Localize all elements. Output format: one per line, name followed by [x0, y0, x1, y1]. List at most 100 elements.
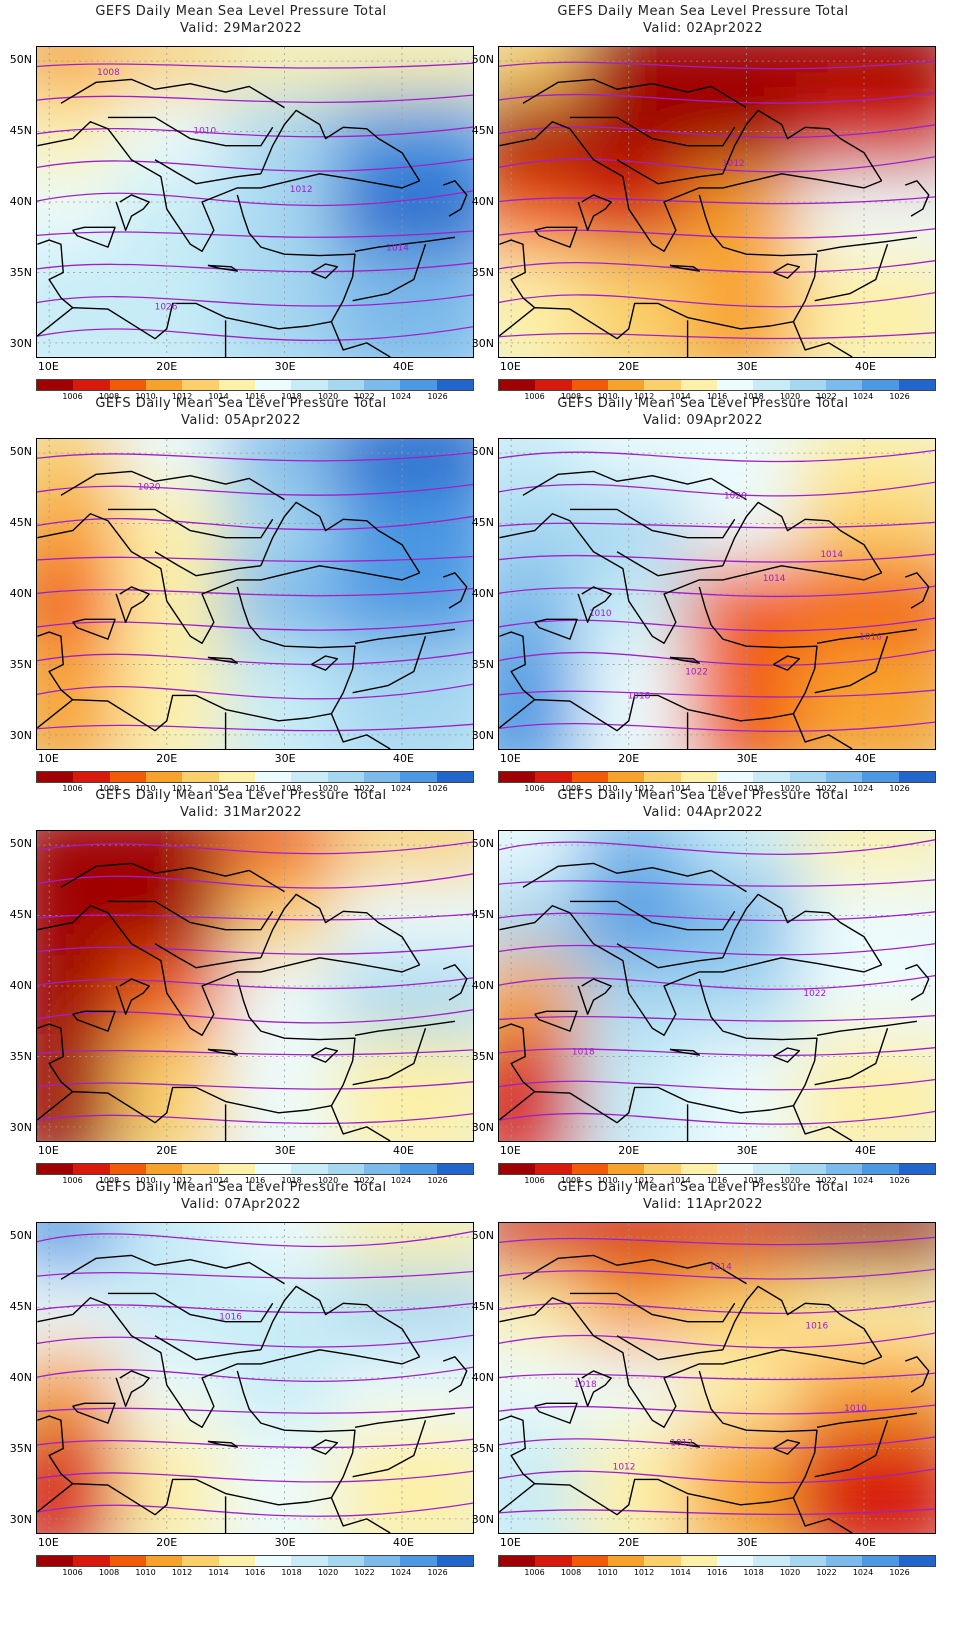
latitude-label: 35N	[471, 657, 494, 671]
latitude-label: 45N	[9, 908, 32, 922]
coastline-border	[499, 1415, 536, 1485]
isobar-label: 1022	[685, 667, 708, 677]
colorbar-swatch	[898, 380, 935, 390]
colorbar-swatch	[789, 380, 826, 390]
isobar-line	[499, 689, 935, 698]
latitude-label: 50N	[471, 445, 494, 459]
coastline-border	[207, 264, 239, 272]
isobar-line	[499, 617, 935, 632]
isobar-label: 1008	[97, 68, 120, 78]
colorbar-swatch	[499, 772, 536, 782]
longitude-label: 20E	[156, 1144, 178, 1157]
isobar-line	[37, 1230, 473, 1248]
coastline-border	[207, 1440, 239, 1448]
colorbar-swatch	[145, 1164, 183, 1174]
longitude-label: 30E	[736, 1536, 758, 1549]
latitude-label: 45N	[9, 1300, 32, 1314]
coastline-border	[442, 964, 468, 1001]
colorbar-swatch	[218, 772, 255, 782]
isobar-line	[37, 977, 473, 990]
isobar-line	[37, 1366, 473, 1383]
colorbar-swatch	[109, 1556, 146, 1566]
colorbar-tick-label: 1014	[670, 1176, 691, 1185]
isobar-line	[37, 1081, 473, 1090]
coastline-border	[814, 1028, 889, 1086]
coastline-border	[37, 1297, 420, 1428]
colorbar-swatch	[254, 1556, 292, 1566]
coastline-border	[37, 586, 356, 732]
colorbar-tick-label: 1024	[852, 1176, 874, 1185]
latitude-label: 45N	[471, 908, 494, 922]
isobar-line	[499, 1300, 935, 1314]
coastline-border	[499, 239, 536, 309]
colorbar-swatch	[363, 1556, 401, 1566]
map-panel: GEFS Daily Mean Sea Level Pressure Total…	[462, 1176, 944, 1586]
colorbar-labels: 1006 1008 1010 1012 1014 1016 1018 1020 1022 1024…	[36, 784, 474, 796]
colorbar-swatch	[37, 772, 74, 782]
colorbar-tick-label: 1018	[743, 1568, 764, 1577]
colorbar	[498, 379, 936, 391]
coastline-border	[37, 194, 356, 340]
coastline-border	[792, 321, 853, 357]
colorbar-swatch	[680, 1164, 717, 1174]
colorbar-tick-label: 1020	[779, 784, 801, 793]
colorbar-tick-label: 1024	[852, 1568, 874, 1577]
colorbar-tick-label: 1020	[779, 392, 801, 401]
isobar-line	[37, 294, 473, 307]
coastline-border	[816, 628, 918, 644]
isobar-label: 1014	[820, 550, 843, 560]
longitude-label: 10E	[499, 360, 521, 373]
colorbar-swatch	[37, 1164, 74, 1174]
colorbar-tick-label: 1026	[427, 1568, 448, 1577]
longitude-label: 20E	[156, 360, 178, 373]
isobar-line	[499, 124, 935, 139]
colorbar-swatch	[109, 1164, 146, 1174]
coastline-border	[154, 943, 261, 969]
colorbar-swatch	[73, 1164, 110, 1174]
coastline-border	[60, 862, 285, 893]
isobar-label: 1014	[763, 574, 786, 584]
colorbar-swatch	[499, 380, 536, 390]
colorbar-swatch	[535, 1164, 572, 1174]
coastline-border	[722, 1285, 883, 1358]
colorbar-tick-label: 1008	[98, 784, 120, 793]
colorbar-swatch	[825, 1164, 863, 1174]
isobar-line	[37, 94, 473, 104]
latitude-label: 45N	[471, 124, 494, 138]
coastline-border	[577, 586, 612, 623]
coastline-border	[722, 501, 883, 574]
coastline-border	[816, 236, 918, 252]
colorbar-swatch	[825, 380, 863, 390]
colorbar-swatch	[607, 772, 645, 782]
colorbar-swatch	[400, 380, 437, 390]
colorbar-swatch	[898, 1164, 935, 1174]
colorbar-swatch	[400, 1164, 437, 1174]
latitude-label: 35N	[471, 1441, 494, 1455]
panel-title: GEFS Daily Mean Sea Level Pressure Total	[557, 396, 849, 411]
colorbar-tick-label: 1010	[597, 392, 618, 401]
latitude-label: 50N	[9, 445, 32, 459]
colorbar-swatch	[109, 772, 146, 782]
colorbar-tick-label: 1008	[98, 1568, 120, 1577]
isobar-line	[37, 1406, 473, 1414]
latitude-label: 50N	[471, 837, 494, 851]
isobar-line	[499, 585, 935, 598]
colorbar-tick-label: 1026	[889, 1568, 910, 1577]
coastline-border	[72, 1402, 116, 1424]
longitude-label: 10E	[37, 360, 59, 373]
colorbar-tick-label: 1024	[390, 784, 412, 793]
colorbar-tick-label: 1024	[390, 1568, 412, 1577]
pressure-map: 1020	[36, 438, 474, 750]
isobar-line	[499, 1268, 935, 1280]
map-panel: GEFS Daily Mean Sea Level Pressure Total…	[0, 0, 482, 410]
coastline-border	[107, 1292, 274, 1323]
coastline-border	[260, 1285, 421, 1358]
colorbar-tick-label: 1010	[135, 392, 156, 401]
colorbar-swatch	[535, 1556, 572, 1566]
colorbar-tick-label: 1020	[317, 1568, 339, 1577]
colorbar-swatch	[436, 1556, 473, 1566]
colorbar-tick-label: 1008	[98, 1176, 120, 1185]
colorbar	[498, 1555, 936, 1567]
colorbar-swatch	[753, 772, 790, 782]
isobar-label: 1012	[722, 159, 745, 169]
